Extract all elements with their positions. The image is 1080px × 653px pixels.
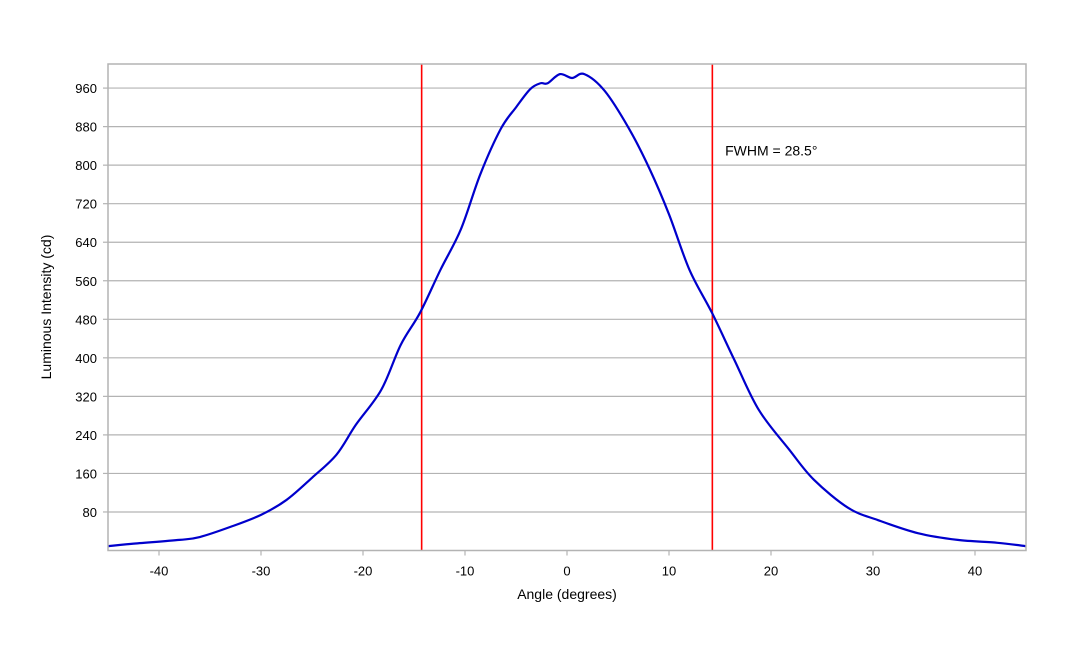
y-tick-label: 640: [75, 235, 97, 250]
gridlines: [108, 87, 1026, 513]
y-tick-label: 160: [75, 466, 97, 481]
x-axis-ticks: -40 -30 -20 -10 0 10 20 30 40: [150, 550, 982, 579]
y-tick-label: 320: [75, 389, 97, 404]
y-tick-label: 480: [75, 312, 97, 327]
x-tick-label: -30: [252, 564, 271, 579]
x-tick-label: 0: [563, 564, 570, 579]
series-line: [107, 72, 1027, 548]
x-tick-label: 20: [764, 564, 778, 579]
y-tick-label: 880: [75, 120, 97, 135]
y-axis-ticks: 80 160 240 320 400 480 560 640 720 800 880 960: [75, 81, 108, 520]
fwhm-annotation: FWHM = 28.5°: [725, 143, 817, 159]
x-tick-label: -20: [354, 564, 373, 579]
y-tick-label: 240: [75, 428, 97, 443]
x-axis-label: Angle (degrees): [517, 586, 617, 602]
x-tick-label: -10: [456, 564, 475, 579]
y-tick-label: 720: [75, 197, 97, 212]
plot-frame: [107, 63, 1027, 552]
y-tick-label: 560: [75, 274, 97, 289]
y-axis-label: Luminous Intensity (cd): [38, 235, 54, 380]
y-tick-label: 400: [75, 351, 97, 366]
y-tick-label: 960: [75, 81, 97, 96]
x-tick-label: 30: [866, 564, 880, 579]
x-tick-label: -40: [150, 564, 169, 579]
series: [107, 72, 1027, 548]
y-tick-label: 800: [75, 158, 97, 173]
x-tick-label: 10: [662, 564, 676, 579]
y-tick-label: 80: [83, 505, 97, 520]
fwhm-lines: [420, 64, 714, 551]
x-tick-label: 40: [968, 564, 982, 579]
